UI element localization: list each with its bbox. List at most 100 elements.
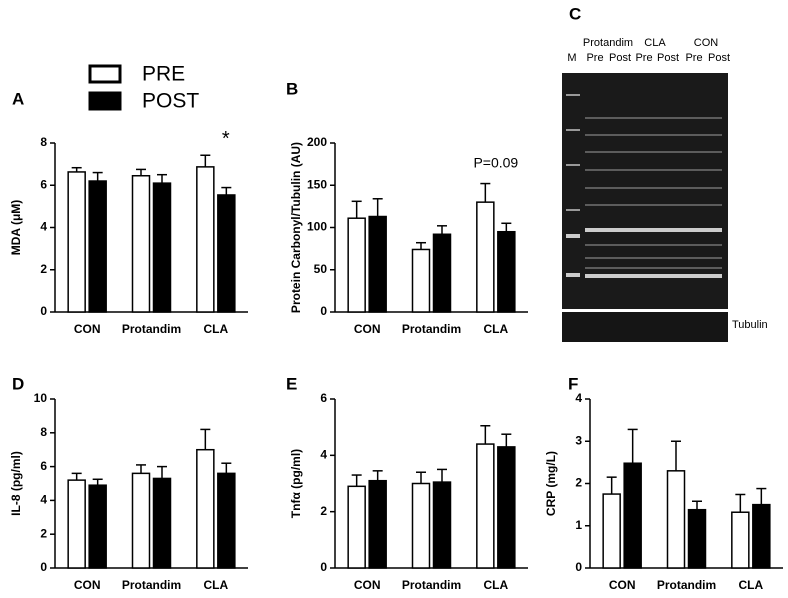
y-tick-label: 50 <box>314 262 328 276</box>
panel-letter: A <box>12 89 24 108</box>
panel-letter: D <box>12 374 24 393</box>
lane-label: Post <box>708 52 730 64</box>
bar <box>368 215 387 313</box>
bar <box>88 180 107 313</box>
y-tick-label: 0 <box>320 560 327 574</box>
strip-label: Tubulin <box>732 319 768 331</box>
bar <box>432 233 452 313</box>
bar <box>217 194 236 313</box>
y-tick-label: 200 <box>307 135 327 149</box>
y-tick-label: 8 <box>40 425 47 439</box>
y-tick-label: 4 <box>40 493 47 507</box>
y-tick-label: 2 <box>40 526 47 540</box>
bar <box>623 462 642 569</box>
y-tick-label: 8 <box>40 135 47 149</box>
x-tick-label: Protandim <box>122 322 181 336</box>
y-tick-label: 0 <box>575 560 582 574</box>
legend-label: POST <box>142 90 199 113</box>
bar <box>368 479 387 569</box>
y-axis-label: Protein Carbonyl/Tubulin (AU) <box>289 142 303 313</box>
bar <box>411 248 431 313</box>
lane-label: Pre <box>635 52 652 64</box>
marker-lane <box>566 94 580 211</box>
lane-label: Post <box>657 52 679 64</box>
y-tick-label: 0 <box>320 304 327 318</box>
bar <box>131 472 151 569</box>
lane-label: Pre <box>586 52 603 64</box>
x-tick-label: Protandim <box>122 578 181 592</box>
bar <box>497 446 516 569</box>
y-tick-label: 4 <box>40 220 47 234</box>
y-tick-label: 0 <box>40 560 47 574</box>
y-tick-label: 6 <box>40 177 47 191</box>
y-tick-label: 2 <box>40 262 47 276</box>
bar <box>602 493 621 569</box>
bar <box>88 484 107 569</box>
bar <box>752 503 771 569</box>
bar <box>411 482 431 569</box>
y-tick-label: 0 <box>40 304 47 318</box>
bar <box>432 481 452 569</box>
bar <box>347 217 366 313</box>
y-tick-label: 100 <box>307 220 327 234</box>
y-axis-label: CRP (mg/L) <box>544 451 558 516</box>
bar <box>731 511 750 569</box>
panel-letter: F <box>568 374 578 393</box>
y-tick-label: 1 <box>575 518 582 532</box>
y-axis-label: IL-8 (pg/ml) <box>9 451 23 516</box>
x-tick-label: CON <box>74 322 101 336</box>
panel-letter: C <box>569 4 581 23</box>
lane-label: Pre <box>685 52 702 64</box>
gel-image <box>562 73 728 309</box>
x-tick-label: CLA <box>483 322 508 336</box>
y-tick-label: 6 <box>40 459 47 473</box>
x-tick-label: CON <box>354 578 381 592</box>
y-axis-label: Tnfα (pg/ml) <box>289 449 303 518</box>
bar <box>67 479 86 569</box>
bar <box>476 443 495 569</box>
x-tick-label: CON <box>74 578 101 592</box>
annotation: * <box>222 128 230 150</box>
y-tick-label: 6 <box>320 391 327 405</box>
bar <box>666 470 686 569</box>
bar <box>687 508 707 569</box>
x-tick-label: Protandim <box>657 578 716 592</box>
gel-strong-bands <box>566 228 722 278</box>
x-tick-label: Protandim <box>402 578 461 592</box>
bar <box>347 485 366 569</box>
annotation: P=0.09 <box>473 154 518 170</box>
legend-swatch <box>88 64 122 84</box>
panel-letter: B <box>286 79 298 98</box>
x-tick-label: CLA <box>203 322 228 336</box>
bar <box>131 174 151 313</box>
x-tick-label: CLA <box>738 578 763 592</box>
legend-label: PRE <box>142 63 185 86</box>
y-tick-label: 2 <box>575 476 582 490</box>
x-tick-label: CLA <box>203 578 228 592</box>
y-tick-label: 10 <box>34 391 48 405</box>
group-label: CLA <box>644 37 666 49</box>
group-label: CON <box>694 37 719 49</box>
x-tick-label: CLA <box>483 578 508 592</box>
y-axis-label: MDA (μM) <box>9 200 23 256</box>
bar <box>476 201 495 313</box>
y-tick-label: 150 <box>307 177 327 191</box>
x-tick-label: CON <box>354 322 381 336</box>
gel-bands <box>585 117 722 269</box>
group-label: Protandim <box>583 37 633 49</box>
y-tick-label: 4 <box>320 448 327 462</box>
bar <box>217 472 236 569</box>
y-tick-label: 2 <box>320 504 327 518</box>
bar <box>67 171 86 313</box>
lane-label: M <box>567 52 576 64</box>
x-tick-label: CON <box>609 578 636 592</box>
bar <box>196 166 215 313</box>
legend-swatch <box>88 91 122 111</box>
y-tick-label: 3 <box>575 433 582 447</box>
x-tick-label: Protandim <box>402 322 461 336</box>
bar <box>497 230 516 313</box>
tubulin-strip <box>562 312 728 342</box>
lane-label: Post <box>609 52 631 64</box>
bar <box>152 477 172 569</box>
